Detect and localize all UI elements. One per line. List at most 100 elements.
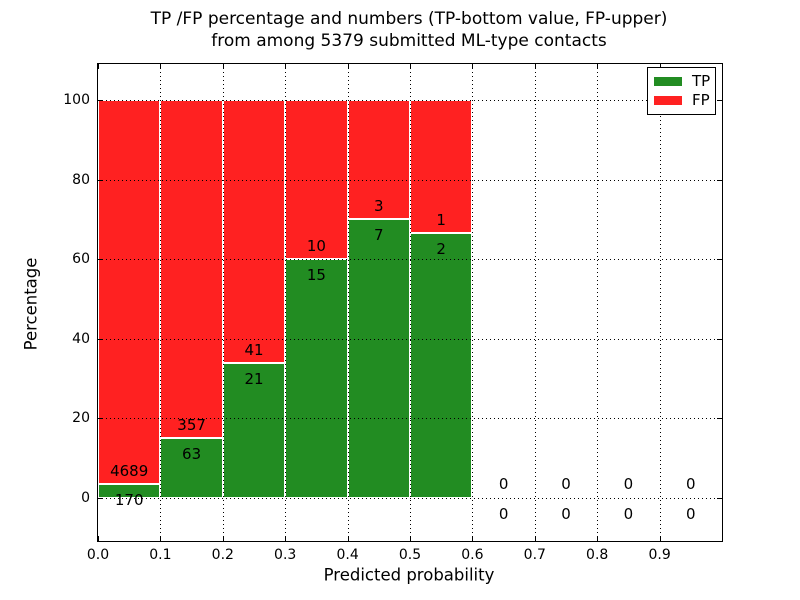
bar-count-label-tp: 2 bbox=[436, 239, 446, 258]
y-tick-mark bbox=[717, 338, 722, 340]
y-tick-mark bbox=[98, 338, 103, 340]
y-tick-label: 60 bbox=[72, 251, 90, 268]
bar-tp-segment bbox=[410, 232, 473, 498]
chart-title-line1: TP /FP percentage and numbers (TP-bottom… bbox=[150, 9, 668, 29]
x-tick-label: 0.3 bbox=[274, 547, 297, 563]
y-tick-mark bbox=[717, 100, 722, 101]
bar-count-label-tp: 0 bbox=[686, 504, 696, 523]
y-tick-mark bbox=[98, 498, 103, 499]
y-tick-label: 20 bbox=[72, 410, 90, 427]
x-tick-label: 0.5 bbox=[398, 547, 422, 563]
y-tick-mark bbox=[717, 498, 722, 499]
x-tick-mark bbox=[222, 64, 224, 69]
x-tick-mark bbox=[410, 536, 411, 541]
bar-tp-segment bbox=[160, 438, 223, 498]
y-tick-mark bbox=[717, 179, 722, 181]
x-tick-mark bbox=[98, 64, 99, 69]
legend-label-fp: FP bbox=[692, 91, 710, 109]
x-tick-mark bbox=[285, 64, 287, 69]
x-tick-mark bbox=[597, 536, 599, 541]
v-gridline bbox=[410, 64, 411, 541]
bar-count-label-tp: 7 bbox=[374, 226, 384, 245]
bar-count-label-fp: 357 bbox=[177, 416, 206, 435]
v-gridline bbox=[160, 64, 162, 541]
bar-count-label-tp: 0 bbox=[498, 504, 509, 523]
bar-count-label-fp: 0 bbox=[686, 475, 696, 494]
x-tick-mark bbox=[347, 64, 349, 69]
y-tick-label: 40 bbox=[72, 330, 90, 347]
bar-count-label-tp: 170 bbox=[114, 491, 144, 510]
x-tick-mark bbox=[98, 536, 99, 541]
x-tick-mark bbox=[410, 64, 411, 69]
x-tick-mark bbox=[285, 536, 287, 541]
y-tick-label: 0 bbox=[81, 490, 90, 506]
bar-count-label-fp: 0 bbox=[498, 475, 509, 494]
bar-count-label-fp: 10 bbox=[306, 237, 326, 256]
x-axis-label: Predicted probability bbox=[323, 565, 495, 585]
x-tick-mark bbox=[472, 536, 474, 541]
bar-count-label-tp: 15 bbox=[306, 266, 326, 285]
bar-count-label-tp: 0 bbox=[561, 504, 571, 523]
v-gridline bbox=[534, 64, 536, 541]
bar-count-label-fp: 0 bbox=[623, 475, 634, 494]
bar-count-label-tp: 0 bbox=[623, 504, 634, 523]
x-tick-label: 0.1 bbox=[149, 547, 172, 563]
v-gridline bbox=[222, 64, 224, 541]
v-gridline bbox=[597, 64, 599, 541]
x-tick-mark bbox=[597, 64, 599, 69]
bar-tp-segment bbox=[222, 363, 286, 498]
y-tick-mark bbox=[98, 100, 103, 101]
v-gridline bbox=[659, 64, 661, 541]
bar-count-label-fp: 0 bbox=[561, 475, 571, 494]
x-tick-label: 0.2 bbox=[211, 547, 234, 563]
bar-count-label-fp: 3 bbox=[374, 197, 384, 216]
y-tick-mark bbox=[98, 418, 103, 420]
v-gridline bbox=[472, 64, 474, 541]
x-tick-mark bbox=[659, 536, 661, 541]
chart-title: TP /FP percentage and numbers (TP-bottom… bbox=[151, 8, 668, 52]
bar-fp-segment bbox=[98, 100, 161, 485]
x-tick-label: 0.4 bbox=[336, 547, 359, 563]
bar-count-label-fp: 4689 bbox=[110, 462, 149, 481]
legend-swatch-fp-icon bbox=[654, 96, 682, 105]
bar-tp-segment bbox=[347, 219, 410, 498]
legend-swatch-tp-icon bbox=[654, 77, 682, 86]
bar-fp-segment bbox=[222, 100, 286, 364]
x-tick-mark bbox=[222, 536, 224, 541]
x-tick-mark bbox=[472, 64, 474, 69]
bar-count-label-tp: 63 bbox=[182, 445, 202, 464]
x-tick-label: 0.7 bbox=[523, 547, 546, 563]
y-tick-label: 100 bbox=[63, 92, 90, 108]
bar-count-label-tp: 21 bbox=[244, 370, 264, 389]
v-gridline bbox=[285, 64, 287, 541]
x-tick-mark bbox=[160, 64, 162, 69]
axes: TP FP 0 20 40 60 80 100 0.0 0.1 0.2 0.3 0.4 0.5 0.6 0… bbox=[63, 63, 723, 562]
y-tick-mark bbox=[98, 179, 103, 181]
v-gridline bbox=[347, 64, 349, 541]
x-tick-mark bbox=[534, 536, 536, 541]
x-tick-mark bbox=[160, 536, 162, 541]
bar-count-label-fp: 1 bbox=[436, 210, 446, 229]
x-tick-label: 0.9 bbox=[648, 547, 671, 563]
bar-fp-segment bbox=[160, 100, 223, 439]
bar-count-label-fp: 41 bbox=[244, 341, 264, 360]
y-tick-mark bbox=[717, 418, 722, 420]
x-tick-label: 0.6 bbox=[461, 547, 484, 563]
legend-entry-fp: FP bbox=[654, 91, 710, 109]
bar-tp-segment bbox=[98, 484, 161, 498]
y-tick-label: 80 bbox=[72, 171, 90, 188]
y-tick-mark bbox=[717, 259, 722, 261]
legend-label-tp: TP bbox=[692, 72, 711, 90]
x-tick-mark bbox=[534, 64, 536, 69]
y-tick-mark bbox=[98, 259, 103, 261]
legend: TP FP bbox=[647, 67, 716, 115]
x-tick-mark bbox=[659, 64, 661, 69]
x-tick-mark bbox=[347, 536, 349, 541]
x-tick-label: 0.0 bbox=[86, 547, 110, 563]
legend-entry-tp: TP bbox=[654, 72, 711, 90]
y-axis-label: Percentage bbox=[21, 257, 41, 351]
chart-title-line2: from among 5379 submitted ML-type contac… bbox=[211, 31, 607, 51]
bar-tp-segment bbox=[285, 259, 348, 498]
x-tick-label: 0.8 bbox=[586, 547, 609, 563]
